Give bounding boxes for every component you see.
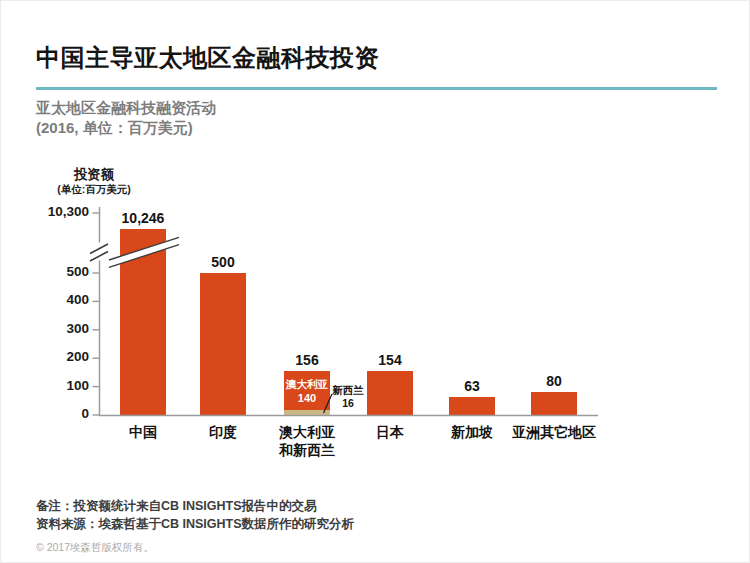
bar	[120, 229, 166, 415]
y-axis-title-block: 投资额 (单位:百万美元)	[36, 167, 152, 196]
bar	[531, 392, 577, 415]
category-label: 亚洲其它地区	[494, 423, 614, 441]
y-axis-unit-label: (单位:百万美元)	[36, 183, 152, 196]
bar	[449, 397, 495, 415]
value-label: 154	[345, 352, 435, 368]
footer-note: 备注：投资额统计来自CB INSIGHTS报告中的交易	[36, 498, 317, 515]
bar-chart: 10,246中国500印度澳大利亚140新西兰 16156澳大利亚 和新西兰15…	[1, 1, 750, 563]
small-segment-callout: 新西兰 16	[329, 384, 367, 410]
bar-inner-label: 澳大利亚	[284, 378, 330, 391]
value-label: 156	[262, 352, 352, 368]
fintech-investment-infographic: 中国主导亚太地区金融科技投资 亚太地区金融科技融资活动 (2016, 单位：百万…	[0, 0, 750, 563]
value-label: 500	[178, 254, 268, 270]
footer-copyright: © 2017埃森哲版权所有。	[36, 541, 154, 555]
bar-inner-value: 140	[284, 392, 330, 404]
bar	[367, 371, 413, 415]
bar	[200, 273, 246, 415]
value-label: 80	[509, 373, 599, 389]
y-tick-label: 0	[39, 406, 89, 421]
y-tick-label: 500	[39, 264, 89, 279]
y-tick-label: 300	[39, 321, 89, 336]
value-label: 10,246	[98, 210, 188, 226]
y-tick-label: 200	[39, 349, 89, 364]
y-axis-title: 投资额	[36, 167, 152, 183]
y-tick-label: 400	[39, 292, 89, 307]
y-break-tick-label: 10,300	[31, 204, 89, 219]
y-tick-label: 100	[39, 378, 89, 393]
bar-segment-bottom	[284, 410, 330, 415]
footer-source: 资料来源：埃森哲基于CB INSIGHTS数据所作的研究分析	[36, 516, 354, 533]
value-label: 63	[427, 378, 517, 394]
